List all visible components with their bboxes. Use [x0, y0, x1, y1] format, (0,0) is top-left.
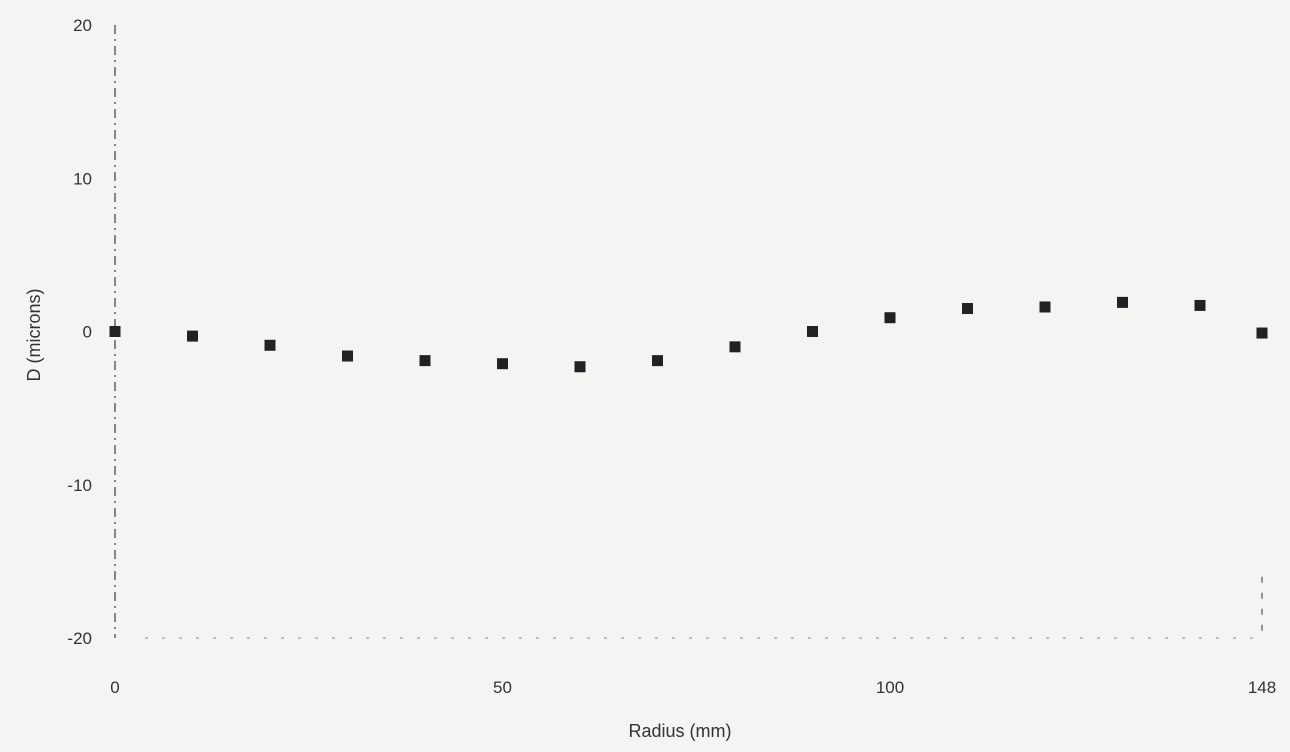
data-point — [652, 355, 663, 367]
data-point — [962, 303, 973, 315]
y-tick-label: 10 — [73, 169, 92, 188]
data-point — [574, 361, 586, 373]
data-point — [497, 358, 508, 370]
x-tick-label: 0 — [110, 678, 119, 697]
y-tick-label: -20 — [67, 629, 92, 648]
axes — [114, 25, 1263, 639]
y-tick-label: 0 — [83, 323, 92, 342]
x-tick-label: 50 — [493, 678, 512, 697]
data-point — [1256, 327, 1268, 339]
data-point — [1117, 296, 1128, 308]
data-point — [109, 326, 121, 337]
x-axis-title: Radius (mm) — [628, 721, 731, 741]
data-point — [187, 330, 198, 342]
x-tick-label: 148 — [1248, 678, 1276, 697]
data-point — [419, 355, 431, 367]
data-point — [342, 350, 353, 362]
data-point — [729, 341, 741, 353]
data-point — [1194, 299, 1206, 311]
data-point — [1039, 301, 1051, 313]
data-point — [264, 339, 276, 351]
x-tick-label: 100 — [876, 678, 904, 697]
y-axis-title: D (microns) — [24, 289, 44, 382]
data-points — [109, 296, 1268, 373]
y-tick-label: -10 — [67, 476, 92, 495]
data-point — [807, 326, 818, 337]
data-point — [884, 312, 896, 324]
y-tick-label: 20 — [73, 16, 92, 35]
